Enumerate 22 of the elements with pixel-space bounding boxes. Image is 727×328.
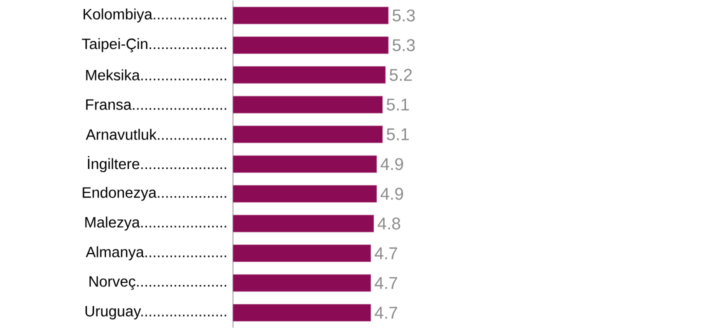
data-label: 4.9 xyxy=(380,188,404,200)
data-label: 4.7 xyxy=(374,277,398,289)
y-tick-label: Taipei-Çin................... xyxy=(82,38,226,52)
y-tick-label: Malezya..................... xyxy=(85,216,226,230)
data-label: 5.1 xyxy=(386,128,409,140)
data-label: 4.9 xyxy=(380,158,404,170)
y-tick-label: Endonezya................. xyxy=(82,186,226,201)
y-tick-label: Fransa....................... xyxy=(86,99,226,110)
data-label: 5.3 xyxy=(392,39,415,52)
data-label: 5.2 xyxy=(390,68,412,81)
y-tick-label: Norveç...................... xyxy=(90,276,226,290)
data-label: 4.7 xyxy=(374,306,398,318)
y-tick-label: Arnavutluk................. xyxy=(86,128,226,140)
y-tick-label: Almanya.................... xyxy=(86,246,226,260)
y-tick-label: Uruguay..................... xyxy=(86,306,226,320)
data-label: 5.3 xyxy=(392,9,415,22)
data-label: 4.7 xyxy=(374,247,398,260)
data-label: 4.8 xyxy=(378,217,400,230)
y-tick-label: Kolombiya.................. xyxy=(84,8,226,22)
data-label: 5.1 xyxy=(386,98,409,110)
y-tick-label: İngiltere..................... xyxy=(88,156,226,172)
y-tick-label: Meksika..................... xyxy=(86,69,226,80)
